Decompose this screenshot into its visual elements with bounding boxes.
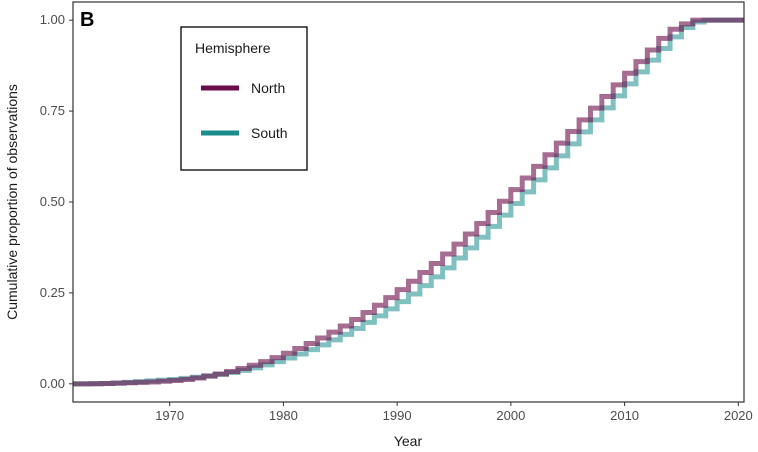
series-line-south [73,17,744,387]
y-tick-label-2: 0.50 [40,194,65,209]
y-tick-label-1: 0.25 [40,285,65,300]
legend-title: Hemisphere [195,40,271,56]
series-layer [73,17,744,387]
legend-label-south: South [251,125,288,141]
y-tick-label-4: 1.00 [40,12,65,27]
x-tick-label-2010: 2010 [610,408,639,423]
x-axis-title: Year [394,433,423,449]
x-tick-label-2020: 2020 [724,408,753,423]
axes: 1970 1980 1990 2000 2010 2020 0.00 0.25 0.50 0.75… [40,12,753,423]
x-tick-label-1980: 1980 [269,408,298,423]
series-line-north [73,17,744,387]
legend: Hemisphere North South [180,26,308,171]
legend-label-north: North [251,80,285,96]
plot-panel-border [72,1,745,403]
x-tick-label-2000: 2000 [496,408,525,423]
y-axis-title: Cumulative proportion of observations [4,84,20,320]
y-tick-label-0: 0.00 [40,376,65,391]
y-tick-label-3: 0.75 [40,103,65,118]
panel-label: B [80,9,94,31]
x-tick-label-1990: 1990 [383,408,412,423]
x-tick-label-1970: 1970 [155,408,184,423]
legend-box [180,26,308,171]
